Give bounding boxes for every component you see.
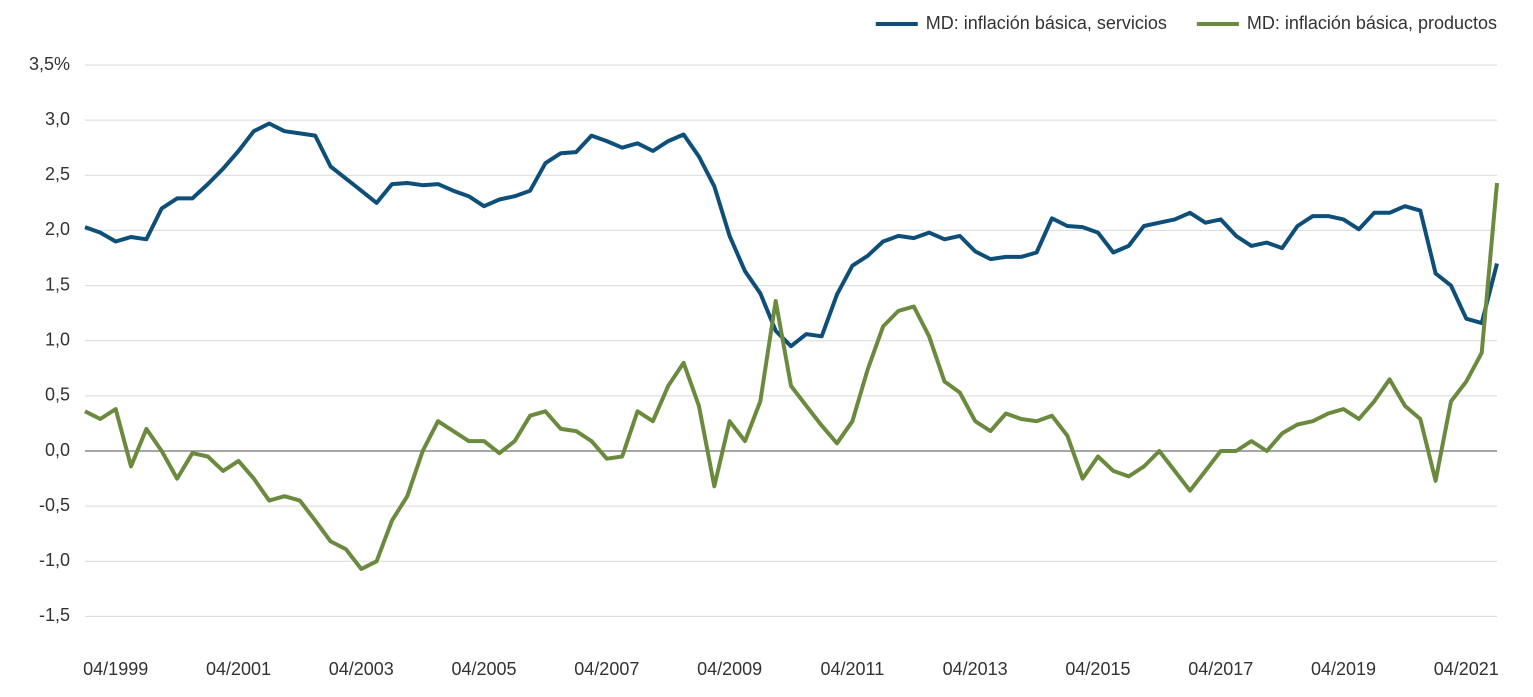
x-tick-label: 04/2011 bbox=[821, 659, 885, 679]
y-tick-label: 1,0 bbox=[45, 329, 70, 349]
y-tick-label: 2,0 bbox=[45, 219, 70, 239]
legend-label: MD: inflación básica, productos bbox=[1247, 13, 1497, 33]
y-tick-label: -1,5 bbox=[39, 605, 70, 625]
x-tick-label: 04/1999 bbox=[83, 659, 148, 679]
x-tick-label: 04/2013 bbox=[943, 659, 1008, 679]
x-tick-label: 04/2015 bbox=[1065, 659, 1130, 679]
y-tick-label: 0,0 bbox=[45, 440, 70, 460]
x-tick-label: 04/2001 bbox=[206, 659, 271, 679]
x-tick-label: 04/2009 bbox=[697, 659, 762, 679]
y-tick-label: 3,0 bbox=[45, 109, 70, 129]
x-tick-label: 04/2021 bbox=[1434, 659, 1499, 679]
x-tick-label: 04/2007 bbox=[574, 659, 639, 679]
y-tick-label: 1,5 bbox=[45, 274, 70, 294]
series-line bbox=[84, 121, 1499, 349]
y-tick-label: 2,5 bbox=[45, 164, 70, 184]
x-tick-label: 04/2003 bbox=[329, 659, 394, 679]
y-tick-label: 0,5 bbox=[45, 385, 70, 405]
x-tick-label: 04/2019 bbox=[1311, 659, 1376, 679]
y-tick-label: 3,5% bbox=[29, 54, 70, 74]
series-line bbox=[84, 182, 1499, 571]
x-tick-label: 04/2017 bbox=[1188, 659, 1253, 679]
legend-label: MD: inflación básica, servicios bbox=[926, 13, 1167, 33]
y-tick-label: -1,0 bbox=[39, 550, 70, 570]
x-tick-label: 04/2005 bbox=[452, 659, 517, 679]
y-tick-label: -0,5 bbox=[39, 495, 70, 515]
